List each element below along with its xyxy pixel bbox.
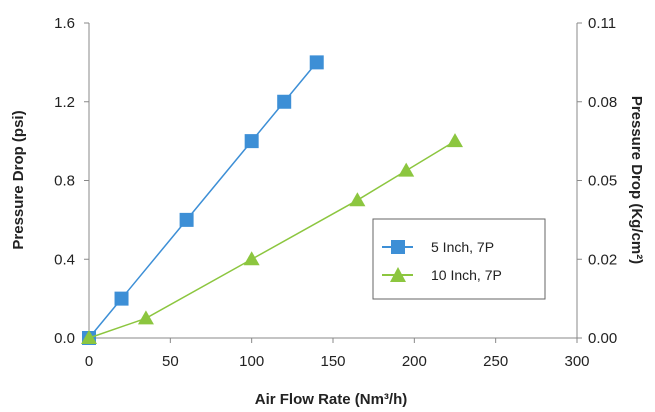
y-right-tick-label: 0.00 [588, 330, 617, 347]
y-left-tick-label: 1.2 [54, 94, 75, 111]
y-axis-left-title: Pressure Drop (psi) [10, 110, 27, 249]
y-left-tick-label: 0.0 [54, 330, 75, 347]
series-group [81, 55, 463, 345]
y-right-tick-label: 0.02 [588, 251, 617, 268]
x-axis-title: Air Flow Rate (Nm³/h) [255, 391, 408, 408]
y-right-tick-label: 0.05 [588, 173, 617, 190]
data-point-triangle [138, 310, 154, 324]
y-left-tick-label: 0.4 [54, 251, 75, 268]
data-point-triangle [244, 251, 260, 265]
legend-label-series-2: 10 Inch, 7P [431, 267, 502, 283]
data-point-triangle [447, 133, 463, 147]
legend-box [373, 219, 545, 299]
legend: 5 Inch, 7P 10 Inch, 7P [373, 219, 545, 299]
x-tick-label: 150 [320, 353, 345, 370]
x-tick-label: 200 [402, 353, 427, 370]
y-axis-right-title: Pressure Drop (Kg/cm²) [628, 96, 645, 264]
y-left-tick-label: 1.6 [54, 15, 75, 32]
legend-label-series-1: 5 Inch, 7P [431, 239, 494, 255]
x-tick-label: 100 [239, 353, 264, 370]
tick-labels: 0 50 100 150 200 250 300 0.0 0.4 0.8 1.2 1.6 0.00 0.0… [54, 15, 617, 370]
x-tick-label: 0 [85, 353, 93, 370]
y-right-tick-label: 0.08 [588, 94, 617, 111]
data-point-triangle [349, 192, 365, 206]
data-point-square [180, 213, 194, 227]
y-right-tick-label: 0.11 [588, 15, 616, 32]
data-point-square [245, 134, 259, 148]
x-tick-label: 250 [483, 353, 508, 370]
legend-marker-series-1 [391, 240, 405, 254]
data-point-triangle [398, 163, 414, 177]
data-point-square [310, 55, 324, 69]
y-left-tick-label: 0.8 [54, 173, 75, 190]
x-tick-label: 50 [162, 353, 179, 370]
data-point-square [277, 95, 291, 109]
x-tick-label: 300 [564, 353, 589, 370]
data-point-square [115, 292, 129, 306]
